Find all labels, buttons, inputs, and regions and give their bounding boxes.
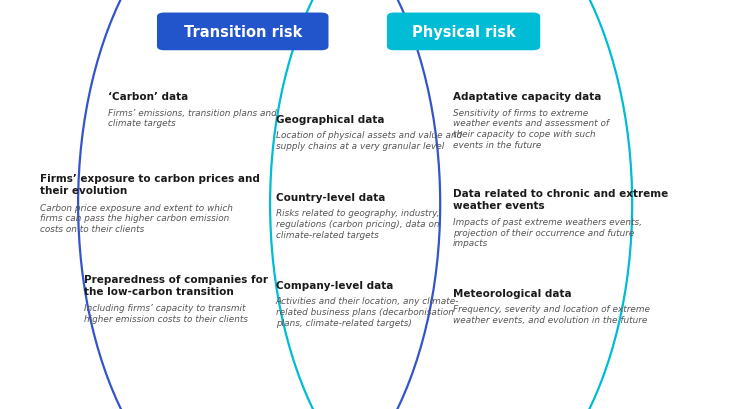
Text: Firms’ emissions, transition plans and
climate targets: Firms’ emissions, transition plans and c… [108, 108, 277, 128]
Text: Geographical data: Geographical data [276, 115, 385, 124]
Text: Location of physical assets and value and
supply chains at a very granular level: Location of physical assets and value an… [276, 131, 462, 151]
Text: Transition risk: Transition risk [183, 25, 302, 40]
Text: Data related to chronic and extreme
weather events: Data related to chronic and extreme weat… [453, 188, 668, 210]
Text: Country-level data: Country-level data [276, 192, 385, 202]
Text: Sensitivity of firms to extreme
weather events and assessment of
their capacity : Sensitivity of firms to extreme weather … [453, 108, 609, 149]
Text: Activities and their location, any climate-
related business plans (decarbonisat: Activities and their location, any clima… [276, 297, 459, 327]
FancyBboxPatch shape [387, 13, 540, 51]
Text: Including firms’ capacity to transmit
higher emission costs to their clients: Including firms’ capacity to transmit hi… [84, 303, 248, 323]
FancyBboxPatch shape [157, 13, 328, 51]
Text: Adaptative capacity data: Adaptative capacity data [453, 92, 601, 102]
Text: Carbon price exposure and extent to which
firms can pass the higher carbon emiss: Carbon price exposure and extent to whic… [40, 203, 233, 234]
Text: Meteorological data: Meteorological data [453, 288, 572, 298]
Text: Preparedness of companies for
the low-carbon transition: Preparedness of companies for the low-ca… [84, 274, 268, 296]
Text: Company-level data: Company-level data [276, 280, 393, 290]
Text: Frequency, severity and location of extreme
weather events, and evolution in the: Frequency, severity and location of extr… [453, 305, 650, 324]
Text: Firms’ exposure to carbon prices and
their evolution: Firms’ exposure to carbon prices and the… [40, 174, 260, 196]
Text: Risks related to geography, industry,
regulations (carbon pricing), data on
clim: Risks related to geography, industry, re… [276, 209, 439, 239]
Text: Physical risk: Physical risk [412, 25, 515, 40]
Text: ‘Carbon’ data: ‘Carbon’ data [108, 92, 188, 102]
Text: Impacts of past extreme weathers events,
projection of their occurrence and futu: Impacts of past extreme weathers events,… [453, 218, 642, 248]
